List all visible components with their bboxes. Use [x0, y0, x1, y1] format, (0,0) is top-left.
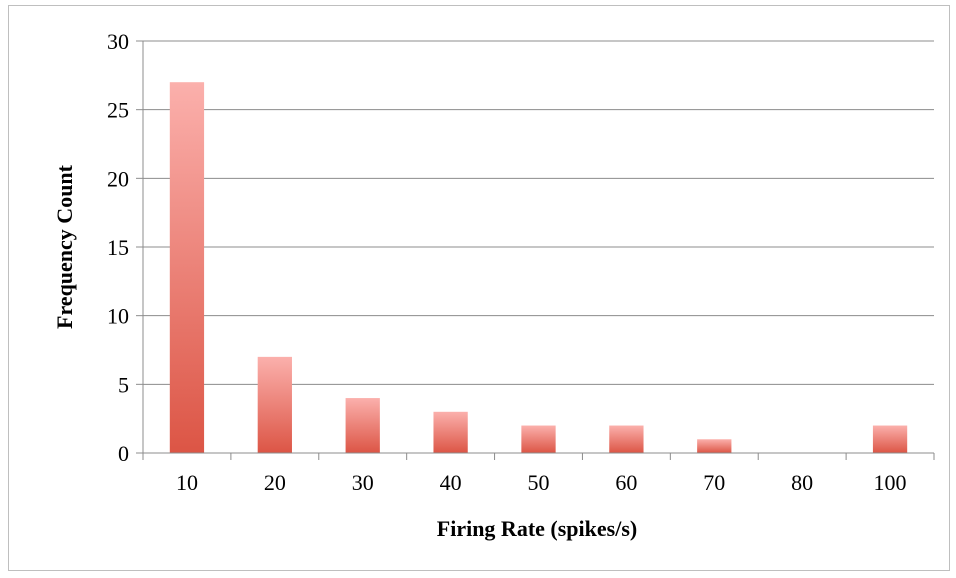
y-axis-title: Frequency Count [52, 164, 77, 329]
y-tick-label: 15 [107, 235, 129, 260]
y-tick-label: 20 [107, 166, 129, 191]
bar-20 [257, 356, 292, 453]
x-tick-label: 30 [352, 470, 374, 495]
bar-60 [609, 425, 644, 453]
y-tick-label: 30 [107, 29, 129, 54]
x-tick-label: 40 [440, 470, 462, 495]
x-tick-label: 60 [615, 470, 637, 495]
y-tick-label: 10 [107, 304, 129, 329]
bar-70 [697, 439, 732, 453]
bar-40 [433, 411, 468, 453]
bar-100 [872, 425, 908, 453]
x-axis-title: Firing Rate (spikes/s) [437, 516, 637, 541]
gridlines [143, 40, 934, 385]
x-tick-label: 10 [176, 470, 198, 495]
bar-10 [169, 82, 205, 453]
y-tick-label: 25 [107, 98, 129, 123]
y-tick-label: 0 [118, 441, 129, 466]
axes [136, 40, 935, 460]
x-tick-label: 70 [703, 470, 725, 495]
bar-50 [521, 425, 556, 453]
x-tick-label: 50 [528, 470, 550, 495]
bars [169, 82, 908, 453]
y-tick-label: 5 [118, 372, 129, 397]
x-tick-label: 20 [264, 470, 286, 495]
tick-labels: 0 5 10 15 20 25 30 10 20 30 40 50 60 70 80 100 [107, 29, 907, 495]
bar-30 [345, 398, 380, 453]
x-tick-label: 80 [791, 470, 813, 495]
chart-frame [8, 5, 950, 571]
x-tick-label: 100 [874, 470, 907, 495]
